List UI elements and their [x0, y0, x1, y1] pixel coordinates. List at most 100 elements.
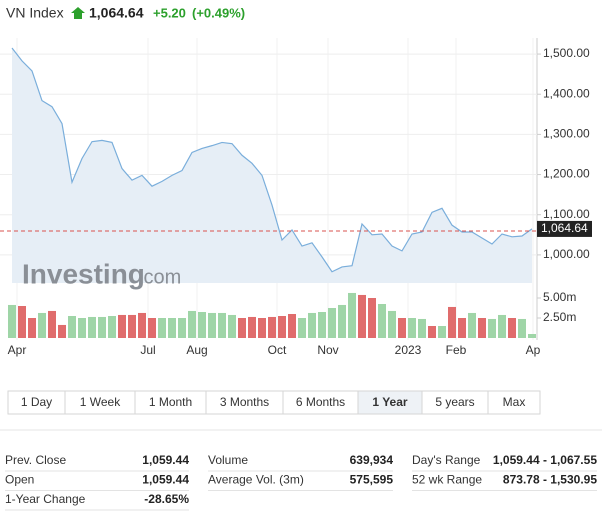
volume-bar: [368, 298, 376, 338]
volume-bar: [88, 316, 96, 338]
volume-bar: [408, 318, 416, 338]
volume-bar: [48, 310, 56, 338]
volume-bar: [158, 318, 166, 338]
stat-value: 639,934: [350, 453, 394, 467]
index-name: VN Index: [6, 5, 64, 21]
stat-value: 873.78 - 1,530.95: [503, 473, 597, 487]
volume-bar: [268, 316, 276, 338]
y-tick-label: 1,500.00: [543, 46, 590, 60]
volume-bar: [278, 316, 286, 338]
y-tick-label: 2.50m: [543, 310, 576, 324]
volume-bar: [8, 304, 16, 338]
volume-bar: [118, 314, 126, 338]
volume-bar: [98, 316, 106, 338]
last-price-box: [537, 220, 592, 237]
stat-value: 1,059.44: [142, 473, 189, 487]
volume-bar: [398, 318, 406, 338]
volume-bar: [28, 318, 36, 338]
volume-bar: [208, 312, 216, 338]
tab-label[interactable]: 3 Months: [220, 395, 269, 409]
volume-bar: [428, 326, 436, 338]
change: +5.20: [153, 5, 186, 20]
tab-label[interactable]: 1 Day: [21, 395, 52, 409]
volume-bar: [528, 334, 536, 338]
y-tick-label: 1,300.00: [543, 127, 590, 141]
volume-bar: [418, 318, 426, 338]
x-tick-label: 2023: [395, 343, 422, 357]
y-tick-label: 1,000.00: [543, 247, 590, 261]
volume-bar: [508, 318, 516, 338]
x-tick-label: Ap: [526, 343, 541, 357]
volume-bar: [198, 312, 206, 338]
volume-bar: [178, 318, 186, 338]
volume-bar: [228, 314, 236, 338]
up-arrow: [71, 7, 85, 19]
area: [12, 48, 532, 283]
volume-bar: [168, 318, 176, 338]
x-tick-label: Jul: [140, 343, 155, 357]
volume-bar: [68, 316, 76, 338]
volume-bar: [348, 292, 356, 338]
volume-bar: [318, 312, 326, 338]
volume-bar: [448, 306, 456, 338]
volume-bar: [438, 326, 446, 338]
volume-bar: [218, 312, 226, 338]
volume-bar: [358, 294, 366, 338]
stat-value: -28.65%: [144, 492, 189, 506]
stat-value: 1,059.44: [142, 453, 189, 467]
tab-label[interactable]: 5 years: [435, 395, 474, 409]
stat-value: 575,595: [350, 473, 394, 487]
volume-bar: [148, 318, 156, 338]
volume-bar: [78, 318, 86, 338]
volume-bar: [238, 318, 246, 338]
stat-label: 1-Year Change: [5, 492, 86, 506]
last-price-label: 1,064.64: [541, 221, 588, 235]
volume-bar: [458, 318, 466, 338]
volume-bar: [18, 306, 26, 338]
x-tick-label: Oct: [268, 343, 287, 357]
stat-label: Day's Range: [412, 453, 481, 467]
tab-label[interactable]: 6 Months: [296, 395, 345, 409]
stat-label: Prev. Close: [5, 453, 66, 467]
volume-bar: [128, 314, 136, 338]
volume-bar: [498, 314, 506, 338]
price: 1,064.64: [89, 5, 144, 21]
volume-bar: [328, 308, 336, 338]
volume-bar: [488, 318, 496, 338]
tab-label[interactable]: Max: [503, 395, 526, 409]
volume-bar: [308, 312, 316, 338]
tab-label[interactable]: 1 Year: [372, 395, 407, 409]
volume-bar: [108, 316, 116, 338]
stat-label: 52 wk Range: [412, 473, 482, 487]
change-pct: (+0.49%): [192, 5, 245, 20]
volume-bar: [138, 312, 146, 338]
watermark-suffix: .com: [138, 266, 181, 288]
volume-bar: [58, 324, 66, 338]
y-tick-label: 1,400.00: [543, 86, 590, 100]
stat-label: Volume: [208, 453, 248, 467]
stat-label: Open: [5, 473, 34, 487]
tab-label[interactable]: 1 Month: [149, 395, 192, 409]
volume-bar: [258, 318, 266, 338]
volume-bar: [478, 318, 486, 338]
volume-bar: [248, 316, 256, 338]
x-tick-label: Feb: [446, 343, 467, 357]
volume-bar: [188, 310, 196, 338]
watermark: Investing: [22, 258, 145, 289]
y-tick-label: 1,100.00: [543, 207, 590, 221]
x-tick-label: Nov: [317, 343, 338, 357]
volume-bar: [338, 304, 346, 338]
tab-label[interactable]: 1 Week: [80, 395, 121, 409]
x-tick-label: Apr: [8, 343, 27, 357]
stat-value: 1,059.44 - 1,067.55: [493, 453, 597, 467]
price-line: [11, 47, 533, 273]
y-tick-label: 5.00m: [543, 290, 576, 304]
tab[interactable]: [487, 390, 541, 415]
volume-bar: [388, 310, 396, 338]
volume-bar: [518, 318, 526, 338]
y-tick-label: 1,200.00: [543, 167, 590, 181]
volume-bar: [298, 318, 306, 338]
volume-bar: [378, 304, 386, 338]
